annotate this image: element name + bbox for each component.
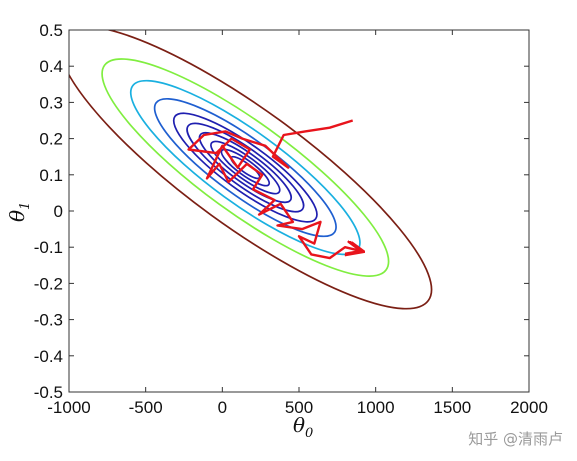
- contour-level-10: [69, 30, 433, 310]
- x-tick-label: -500: [129, 398, 163, 417]
- y-tick-label: -0.2: [34, 274, 63, 293]
- contour-level-3: [210, 140, 281, 195]
- y-axis-label: θ1: [5, 202, 33, 222]
- x-axis-label: θ0: [293, 413, 313, 441]
- y-tick-label: 0.2: [39, 130, 63, 149]
- y-tick-label: -0.3: [34, 311, 63, 330]
- x-tick-label: 1500: [433, 398, 471, 417]
- y-tick-label: -0.4: [34, 347, 63, 366]
- y-tick-label: -0.1: [34, 238, 63, 257]
- contour-level-6: [172, 112, 318, 223]
- x-tick-label: 2000: [510, 398, 548, 417]
- y-tick-label: 0.3: [39, 93, 63, 112]
- y-tick-label: -0.5: [34, 383, 63, 402]
- contour-level-2: [220, 148, 271, 187]
- contour-level-9: [101, 58, 390, 277]
- x-tick-label: 1000: [357, 398, 395, 417]
- y-tick-label: 0.1: [39, 166, 63, 185]
- x-tick-label: 500: [285, 398, 313, 417]
- x-tick-label: 0: [218, 398, 227, 417]
- descent-path: [187, 119, 361, 260]
- contour-level-5: [186, 122, 305, 213]
- watermark: 知乎 @清雨卢: [468, 430, 563, 448]
- contour-level-4: [198, 131, 293, 204]
- y-tick-label: 0.4: [39, 57, 63, 76]
- y-tick-label: 0: [54, 202, 63, 221]
- y-tick-label: 0.5: [39, 21, 63, 40]
- x-tick-label: -1000: [47, 398, 90, 417]
